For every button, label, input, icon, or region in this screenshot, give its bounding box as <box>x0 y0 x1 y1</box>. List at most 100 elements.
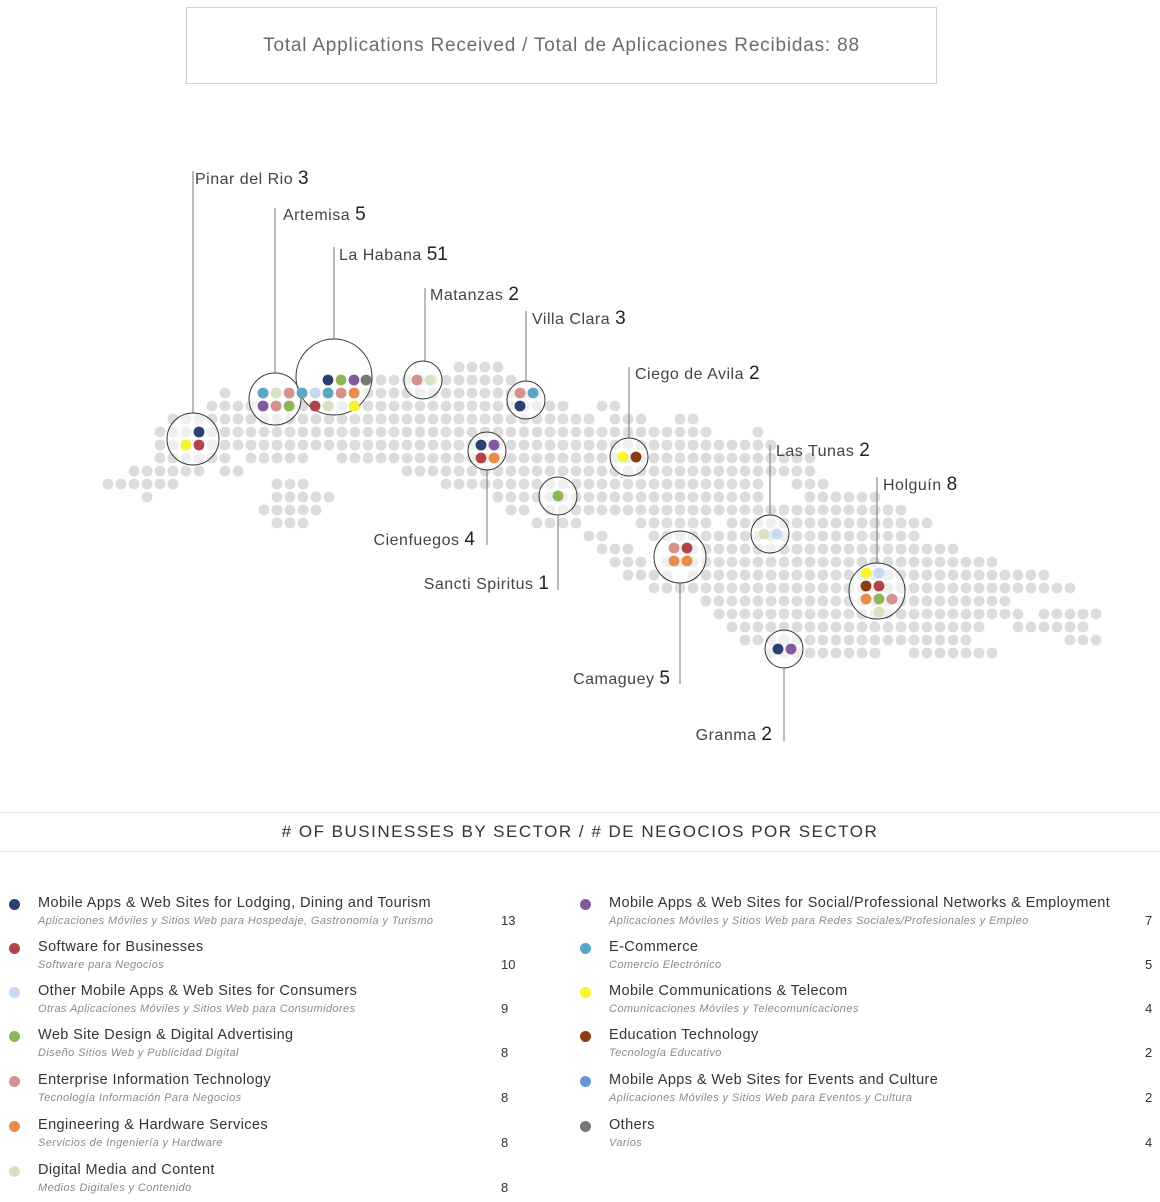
map-grid-dot <box>804 491 816 503</box>
map-grid-dot <box>804 647 816 659</box>
map-grid-dot <box>440 374 452 386</box>
map-grid-dot <box>388 413 400 425</box>
province-label: Matanzas 2 <box>430 284 519 305</box>
map-grid-dot <box>817 647 829 659</box>
map-grid-dot <box>934 647 946 659</box>
map-grid-dot <box>778 556 790 568</box>
map-grid-dot <box>908 582 920 594</box>
map-grid-dot <box>440 413 452 425</box>
map-grid-dot <box>401 439 413 451</box>
map-grid-dot <box>635 504 647 516</box>
sector-dot-navy <box>772 643 784 655</box>
map-grid-dots <box>102 361 1102 659</box>
map-grid-dot <box>869 543 881 555</box>
map-grid-dot <box>739 478 751 490</box>
legend-item: Digital Media and Content Medios Digitale… <box>9 1162 549 1202</box>
province-label: Artemisa 5 <box>283 204 366 225</box>
sector-dot-brown <box>860 580 872 592</box>
map-grid-dot <box>752 595 764 607</box>
map-grid-dot <box>817 569 829 581</box>
map-grid-dot <box>934 621 946 633</box>
legend-color-dot <box>580 943 591 954</box>
map-grid-dot <box>427 426 439 438</box>
map-grid-dot <box>453 439 465 451</box>
map-grid-dot <box>908 569 920 581</box>
legend-item: Mobile Apps & Web Sites for Events and C… <box>580 1072 1152 1112</box>
map-grid-dot <box>388 374 400 386</box>
map-grid-dot <box>908 608 920 620</box>
map-grid-dot <box>570 413 582 425</box>
map-grid-dot <box>726 621 738 633</box>
province-circle <box>506 380 546 420</box>
map-grid-dot <box>752 504 764 516</box>
sector-dot-purple <box>257 400 269 412</box>
map-grid-dot <box>414 465 426 477</box>
map-grid-dot <box>908 647 920 659</box>
map-grid-dot <box>362 452 374 464</box>
map-grid-dot <box>713 569 725 581</box>
province-circle <box>166 412 220 466</box>
map-grid-dot <box>440 478 452 490</box>
map-grid-dot <box>596 452 608 464</box>
map-grid-dot <box>830 621 842 633</box>
map-grid-dot <box>869 491 881 503</box>
map-grid-dot <box>973 556 985 568</box>
map-grid-dot <box>479 374 491 386</box>
sector-dot-green <box>552 490 564 502</box>
map-grid-dot <box>804 595 816 607</box>
province-marker-sancti-spiritus: Sancti Spiritus 1 <box>424 476 578 594</box>
map-grid-dot <box>492 387 504 399</box>
map-grid-dot <box>739 569 751 581</box>
map-grid-dot <box>336 452 348 464</box>
map-grid-dot <box>739 582 751 594</box>
map-grid-dot <box>154 452 166 464</box>
map-grid-dot <box>128 465 140 477</box>
map-grid-dot <box>674 426 686 438</box>
map-grid-dot <box>752 634 764 646</box>
map-grid-dot <box>622 543 634 555</box>
map-grid-dot <box>726 491 738 503</box>
province-circle <box>403 360 443 400</box>
map-grid-dot <box>232 465 244 477</box>
map-grid-dot <box>544 465 556 477</box>
map-grid-dot <box>648 465 660 477</box>
total-applications-text: Total Applications Received / Total de A… <box>263 34 860 56</box>
map-grid-dot <box>765 621 777 633</box>
map-grid-dot <box>921 569 933 581</box>
map-grid-dot <box>414 439 426 451</box>
map-grid-dot <box>752 478 764 490</box>
province-marker-la-habana: La Habana 51 <box>295 244 448 416</box>
map-grid-dot <box>713 439 725 451</box>
map-grid-dot <box>869 621 881 633</box>
map-grid-dot <box>687 517 699 529</box>
map-grid-dot <box>778 608 790 620</box>
map-grid-dot <box>531 452 543 464</box>
map-grid-dot <box>622 426 634 438</box>
map-grid-dot <box>869 634 881 646</box>
map-grid-dot <box>895 530 907 542</box>
province-label: Las Tunas 2 <box>776 440 870 461</box>
map-grid-dot <box>284 504 296 516</box>
map-grid-dot <box>115 478 127 490</box>
map-grid-dot <box>323 439 335 451</box>
map-grid-dot <box>869 517 881 529</box>
legend-color-dot <box>9 1076 20 1087</box>
province-count: 3 <box>298 168 309 189</box>
map-grid-dot <box>947 634 959 646</box>
map-grid-dot <box>739 621 751 633</box>
map-grid-dot <box>297 478 309 490</box>
legend-color-dot <box>9 1121 20 1132</box>
legend-item: E-Commerce Comercio Electrónico 5 <box>580 939 1152 979</box>
map-grid-dot <box>648 426 660 438</box>
sector-count: 2 <box>1145 1045 1153 1060</box>
map-grid-dot <box>752 452 764 464</box>
map-grid-dot <box>908 595 920 607</box>
map-grid-dot <box>362 400 374 412</box>
map-grid-dot <box>713 543 725 555</box>
map-grid-dot <box>284 478 296 490</box>
map-grid-dot <box>739 595 751 607</box>
sector-dot-red <box>873 580 885 592</box>
map-grid-dot <box>427 452 439 464</box>
sector-count: 13 <box>501 913 516 928</box>
map-grid-dot <box>687 478 699 490</box>
